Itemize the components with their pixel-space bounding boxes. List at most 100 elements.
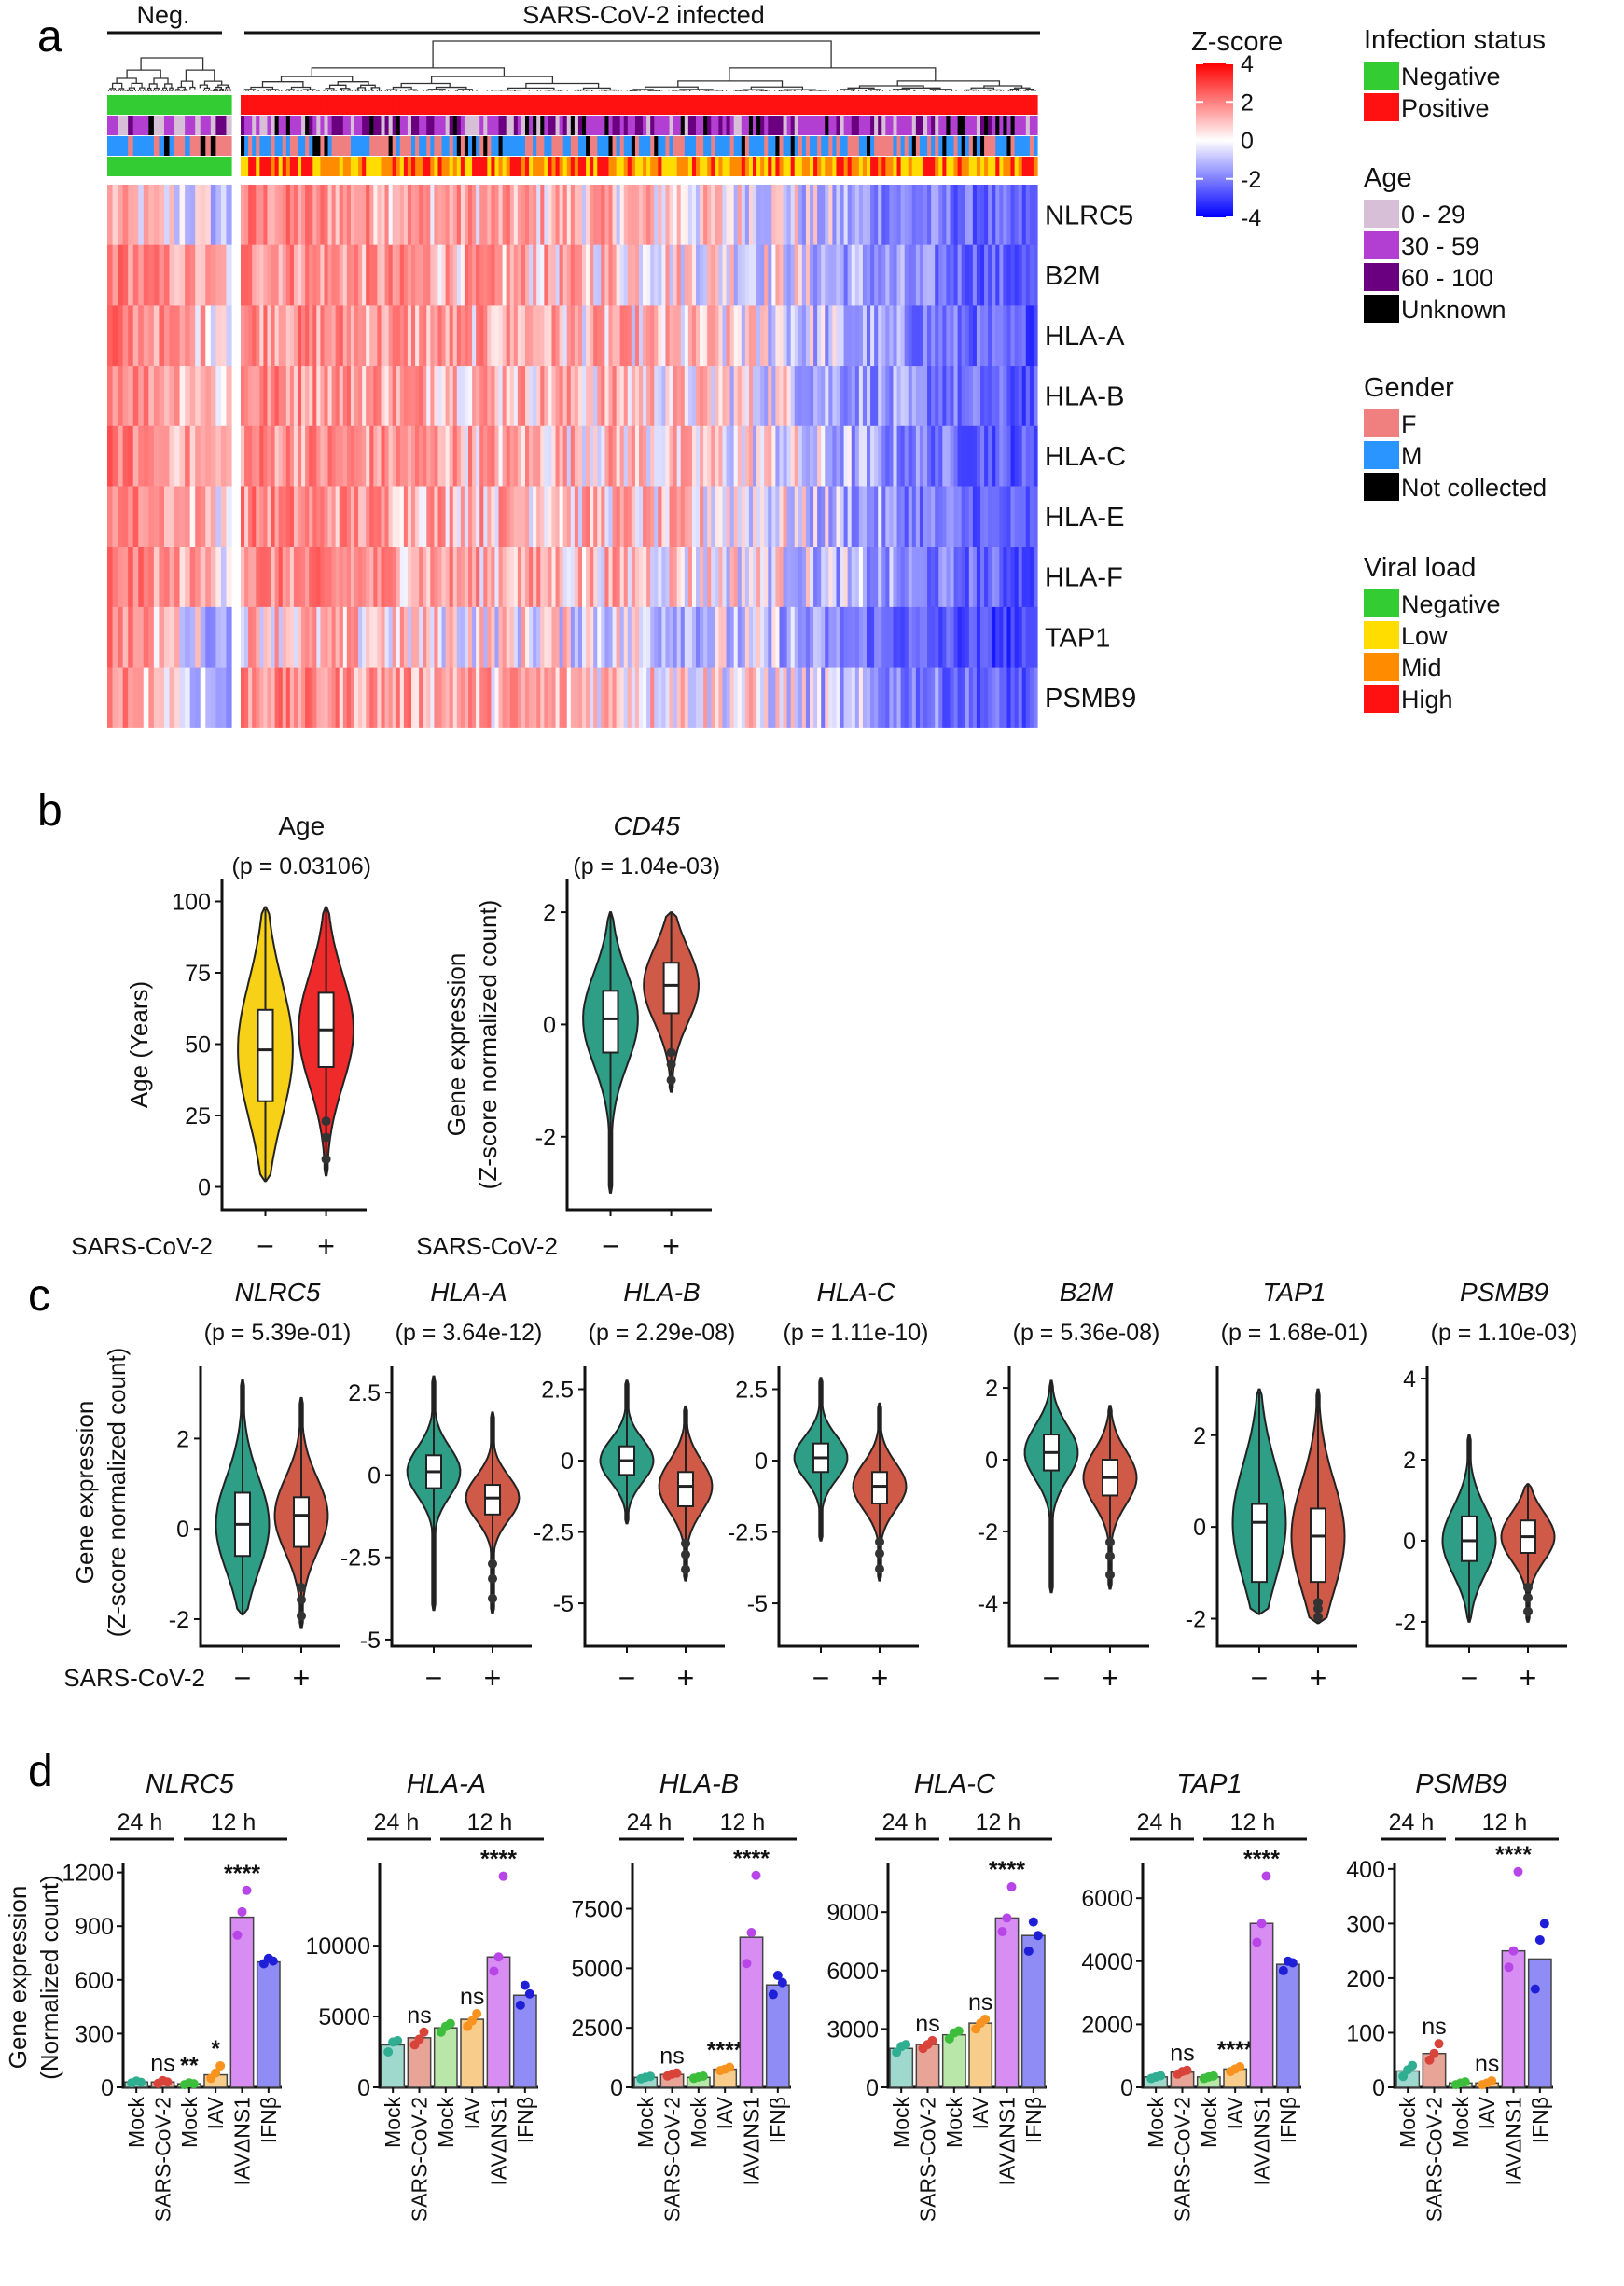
heatmap-cell — [513, 667, 519, 728]
heatmap-cell — [976, 366, 981, 427]
heatmap-cell — [612, 486, 618, 547]
heatmap-cell — [449, 366, 454, 427]
gender-cell — [574, 136, 579, 156]
y-tick-label: -4 — [978, 1591, 998, 1617]
heatmap-cell — [521, 244, 526, 306]
heatmap-cell — [148, 366, 155, 427]
heatmap-cell — [483, 547, 488, 608]
heatmap-cell — [407, 667, 412, 728]
legend-swatch — [1364, 62, 1399, 90]
heatmap-cell — [729, 185, 735, 246]
heatmap-cell — [259, 667, 264, 728]
heatmap-cell — [779, 366, 784, 427]
gender-cell — [779, 136, 784, 156]
legend-swatch — [1364, 231, 1399, 259]
heatmap-cell — [953, 185, 959, 246]
heatmap-cell — [942, 547, 947, 608]
viral-load-cell — [205, 157, 212, 176]
heatmap-cell — [570, 486, 576, 547]
heatmap-cell — [200, 366, 206, 427]
heatmap-cell — [798, 185, 803, 246]
viral-load-cell — [631, 157, 636, 176]
heatmap-cell — [185, 547, 191, 608]
age-cell — [805, 116, 811, 135]
gender-cell — [643, 136, 647, 156]
heatmap-cell — [665, 366, 671, 427]
heatmap-cell — [169, 185, 175, 246]
heatmap-cell — [885, 606, 890, 669]
heatmap-cell — [623, 244, 629, 306]
viral-load-cell — [608, 157, 614, 176]
viral-load-cell — [715, 157, 719, 176]
replicate-point — [393, 2035, 403, 2045]
heatmap-cell — [1021, 425, 1027, 488]
heatmap-cell — [468, 547, 473, 608]
heatmap-cell — [935, 425, 939, 488]
heatmap-cell — [1033, 667, 1038, 728]
gender-cell — [392, 136, 397, 156]
heatmap-cell — [476, 486, 480, 547]
heatmap-cell — [426, 244, 431, 306]
heatmap-cell — [271, 305, 276, 367]
heatmap-cell — [143, 667, 149, 728]
viral-load-cell — [256, 157, 260, 176]
heatmap-cell — [339, 667, 344, 728]
heatmap-cell — [904, 606, 909, 669]
heatmap-cell — [132, 667, 139, 728]
dendrogram-branch — [109, 88, 117, 90]
heatmap-cell — [476, 425, 480, 488]
gender-cell — [1018, 136, 1023, 156]
age-cell — [946, 116, 951, 135]
heatmap-row-label: NLRC5 — [1045, 201, 1133, 230]
heatmap-cell — [369, 486, 374, 547]
heatmap-cell — [346, 305, 352, 367]
heatmap-cell — [798, 667, 803, 728]
y-tick-label: 0 — [198, 1175, 211, 1201]
heatmap-cell — [423, 366, 427, 427]
heatmap-cell — [327, 547, 333, 608]
age-cell — [623, 116, 629, 135]
dendrogram-branch — [435, 86, 467, 90]
age-cell — [1025, 116, 1031, 135]
heatmap-cell — [1021, 185, 1027, 246]
outlier-point — [321, 1116, 331, 1127]
heatmap-cell — [919, 305, 924, 367]
viral-load-cell — [1021, 157, 1027, 176]
heatmap-cell — [999, 425, 1004, 488]
infection-status-cell — [643, 95, 647, 115]
heatmap-cell — [548, 547, 553, 608]
gender-cell — [798, 136, 803, 156]
category-label: IAVΔNS1 — [995, 2097, 1020, 2185]
infection-status-cell — [810, 95, 814, 115]
viral-load-cell — [680, 157, 686, 176]
heatmap-cell — [293, 244, 298, 306]
heatmap-cell — [220, 606, 228, 669]
heatmap-cell — [122, 486, 129, 547]
heatmap-cell — [517, 425, 522, 488]
replicate-point — [472, 2009, 482, 2019]
heatmap-cell — [715, 547, 719, 608]
heatmap-cell — [927, 486, 932, 547]
heatmap-cell — [748, 486, 754, 547]
x-tick-label: − — [1043, 1661, 1061, 1695]
heatmap-cell — [525, 366, 530, 427]
heatmap-cell — [381, 185, 386, 246]
heatmap-cell — [399, 244, 405, 306]
heatmap-cell — [301, 244, 306, 306]
heatmap-cell — [825, 425, 829, 488]
viral-load-cell — [646, 157, 651, 176]
infection-status-cell — [502, 95, 507, 115]
heatmap-cell — [411, 547, 416, 608]
heatmap-cell — [586, 305, 590, 367]
heatmap-cell — [821, 244, 826, 306]
gender-cell — [764, 136, 769, 156]
heatmap-cell — [744, 486, 750, 547]
heatmap-cell — [373, 606, 378, 669]
dendrogram-branch — [203, 80, 223, 86]
heatmap-cell — [703, 486, 708, 547]
heatmap-cell — [138, 244, 145, 306]
heatmap-cell — [878, 366, 882, 427]
age-cell — [817, 116, 822, 135]
heatmap-cell — [919, 425, 924, 488]
heatmap-cell — [468, 185, 473, 246]
